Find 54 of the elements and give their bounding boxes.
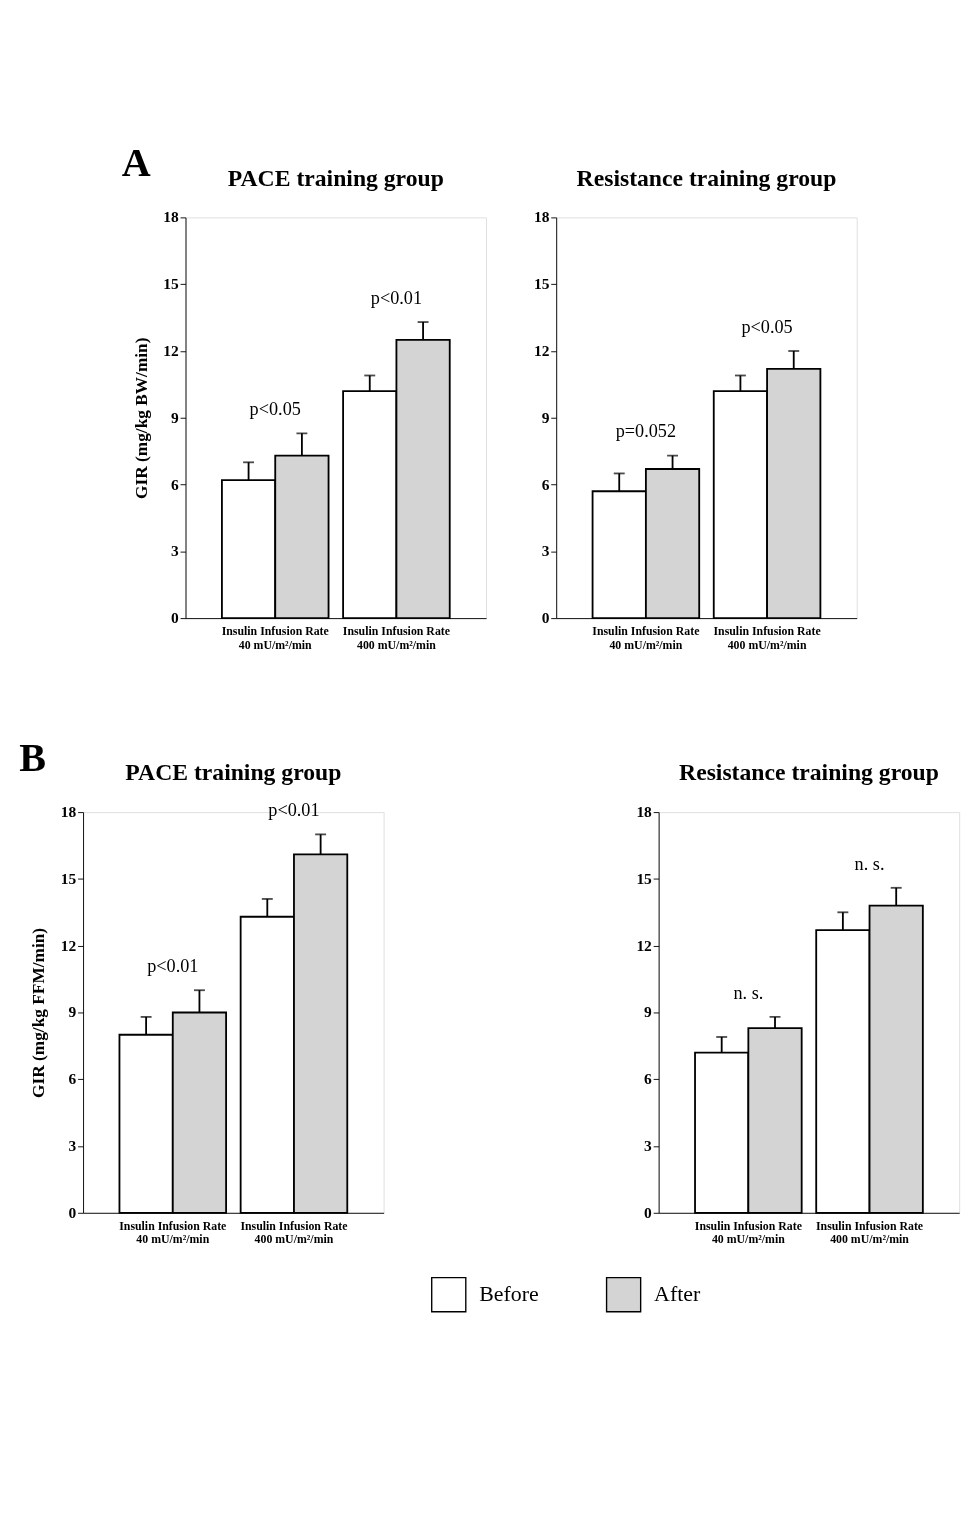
- y-tick-label: 9: [644, 1003, 653, 1021]
- text: B: [19, 735, 47, 781]
- x-tick-label: Insulin Infusion Rate 40 mU/m²/min: [119, 1218, 227, 1247]
- y-tick-label: 15: [533, 275, 550, 293]
- y-tick-label: 6: [170, 475, 179, 493]
- y-tick-label: 15: [636, 869, 653, 887]
- y-axis-title: GIR (mg/kg FFM/min): [29, 927, 49, 1098]
- y-tick-label: 3: [541, 542, 550, 560]
- y-tick-label: 3: [68, 1137, 77, 1155]
- annotation: p<0.01: [370, 287, 423, 308]
- text: A: [121, 140, 151, 186]
- y-tick-label: 9: [68, 1003, 77, 1021]
- chart-title: PACE training group: [227, 164, 444, 191]
- annotation: p<0.01: [147, 956, 199, 977]
- annotation: p<0.05: [249, 399, 301, 420]
- y-tick-label: 9: [541, 408, 550, 426]
- legend-label: After: [654, 1282, 701, 1307]
- y-tick-label: 6: [644, 1070, 653, 1088]
- annotation: n. s.: [854, 853, 885, 874]
- y-tick-label: 0: [644, 1203, 653, 1221]
- y-tick-label: 18: [163, 208, 179, 226]
- chart-title: Resistance training group: [576, 164, 837, 191]
- chart-title: Resistance training group: [679, 759, 939, 786]
- y-tick-label: 12: [533, 342, 550, 360]
- y-tick-label: 3: [170, 542, 179, 560]
- chart-title: PACE training group: [125, 759, 342, 786]
- annotation: n. s.: [733, 982, 764, 1003]
- y-tick-label: 6: [68, 1070, 77, 1088]
- y-tick-label: 15: [60, 869, 77, 887]
- x-tick-label: Insulin Infusion Rate 40 mU/m²/min: [221, 623, 329, 652]
- y-tick-label: 15: [163, 275, 179, 293]
- y-tick-label: 0: [170, 609, 179, 627]
- x-tick-label: Insulin Infusion Rate 400 mU/m²/min: [342, 623, 450, 652]
- y-tick-label: 0: [541, 609, 550, 627]
- x-tick-label: Insulin Infusion Rate 40 mU/m²/min: [694, 1218, 802, 1247]
- y-tick-label: 0: [68, 1203, 77, 1221]
- y-axis-title: GIR (mg/kg BW/min): [131, 337, 151, 499]
- y-tick-label: 18: [533, 208, 550, 226]
- y-tick-label: 18: [636, 803, 653, 821]
- x-tick-label: Insulin Infusion Rate 40 mU/m²/min: [592, 623, 700, 652]
- annotation: p<0.01: [268, 800, 320, 821]
- y-tick-label: 9: [170, 408, 179, 426]
- y-tick-label: 6: [541, 475, 550, 493]
- x-tick-label: Insulin Infusion Rate 400 mU/m²/min: [815, 1218, 924, 1247]
- x-tick-label: Insulin Infusion Rate 400 mU/m²/min: [240, 1218, 348, 1247]
- annotation: p<0.05: [741, 316, 793, 337]
- y-tick-label: 3: [644, 1137, 653, 1155]
- y-tick-label: 12: [636, 936, 653, 954]
- x-tick-label: Insulin Infusion Rate 400 mU/m²/min: [713, 623, 821, 652]
- y-tick-label: 18: [60, 803, 77, 821]
- legend-label: Before: [479, 1282, 539, 1307]
- annotation: p=0.052: [615, 421, 677, 442]
- y-tick-label: 12: [163, 342, 179, 360]
- y-tick-label: 12: [60, 936, 77, 954]
